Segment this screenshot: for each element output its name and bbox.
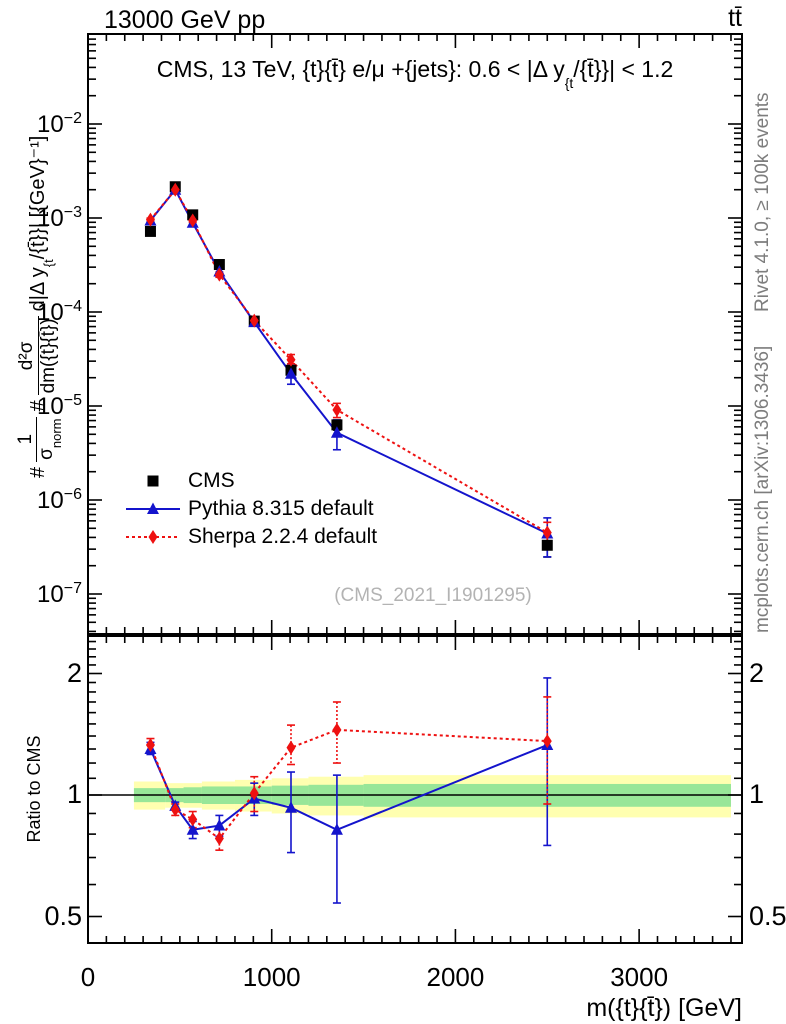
pythia-main-markers (144, 183, 554, 539)
cms-main-markers (144, 181, 553, 551)
sherpa-main-line (149, 187, 548, 534)
pythia-main-line (149, 187, 548, 535)
axis-ticks (87, 35, 741, 942)
cms-uncertainty-bands (88, 775, 742, 818)
sherpa-main-markers (145, 182, 552, 540)
main-error-bars (146, 184, 552, 558)
panel-frames (87, 33, 743, 944)
sherpa-ratio-markers (145, 722, 552, 846)
